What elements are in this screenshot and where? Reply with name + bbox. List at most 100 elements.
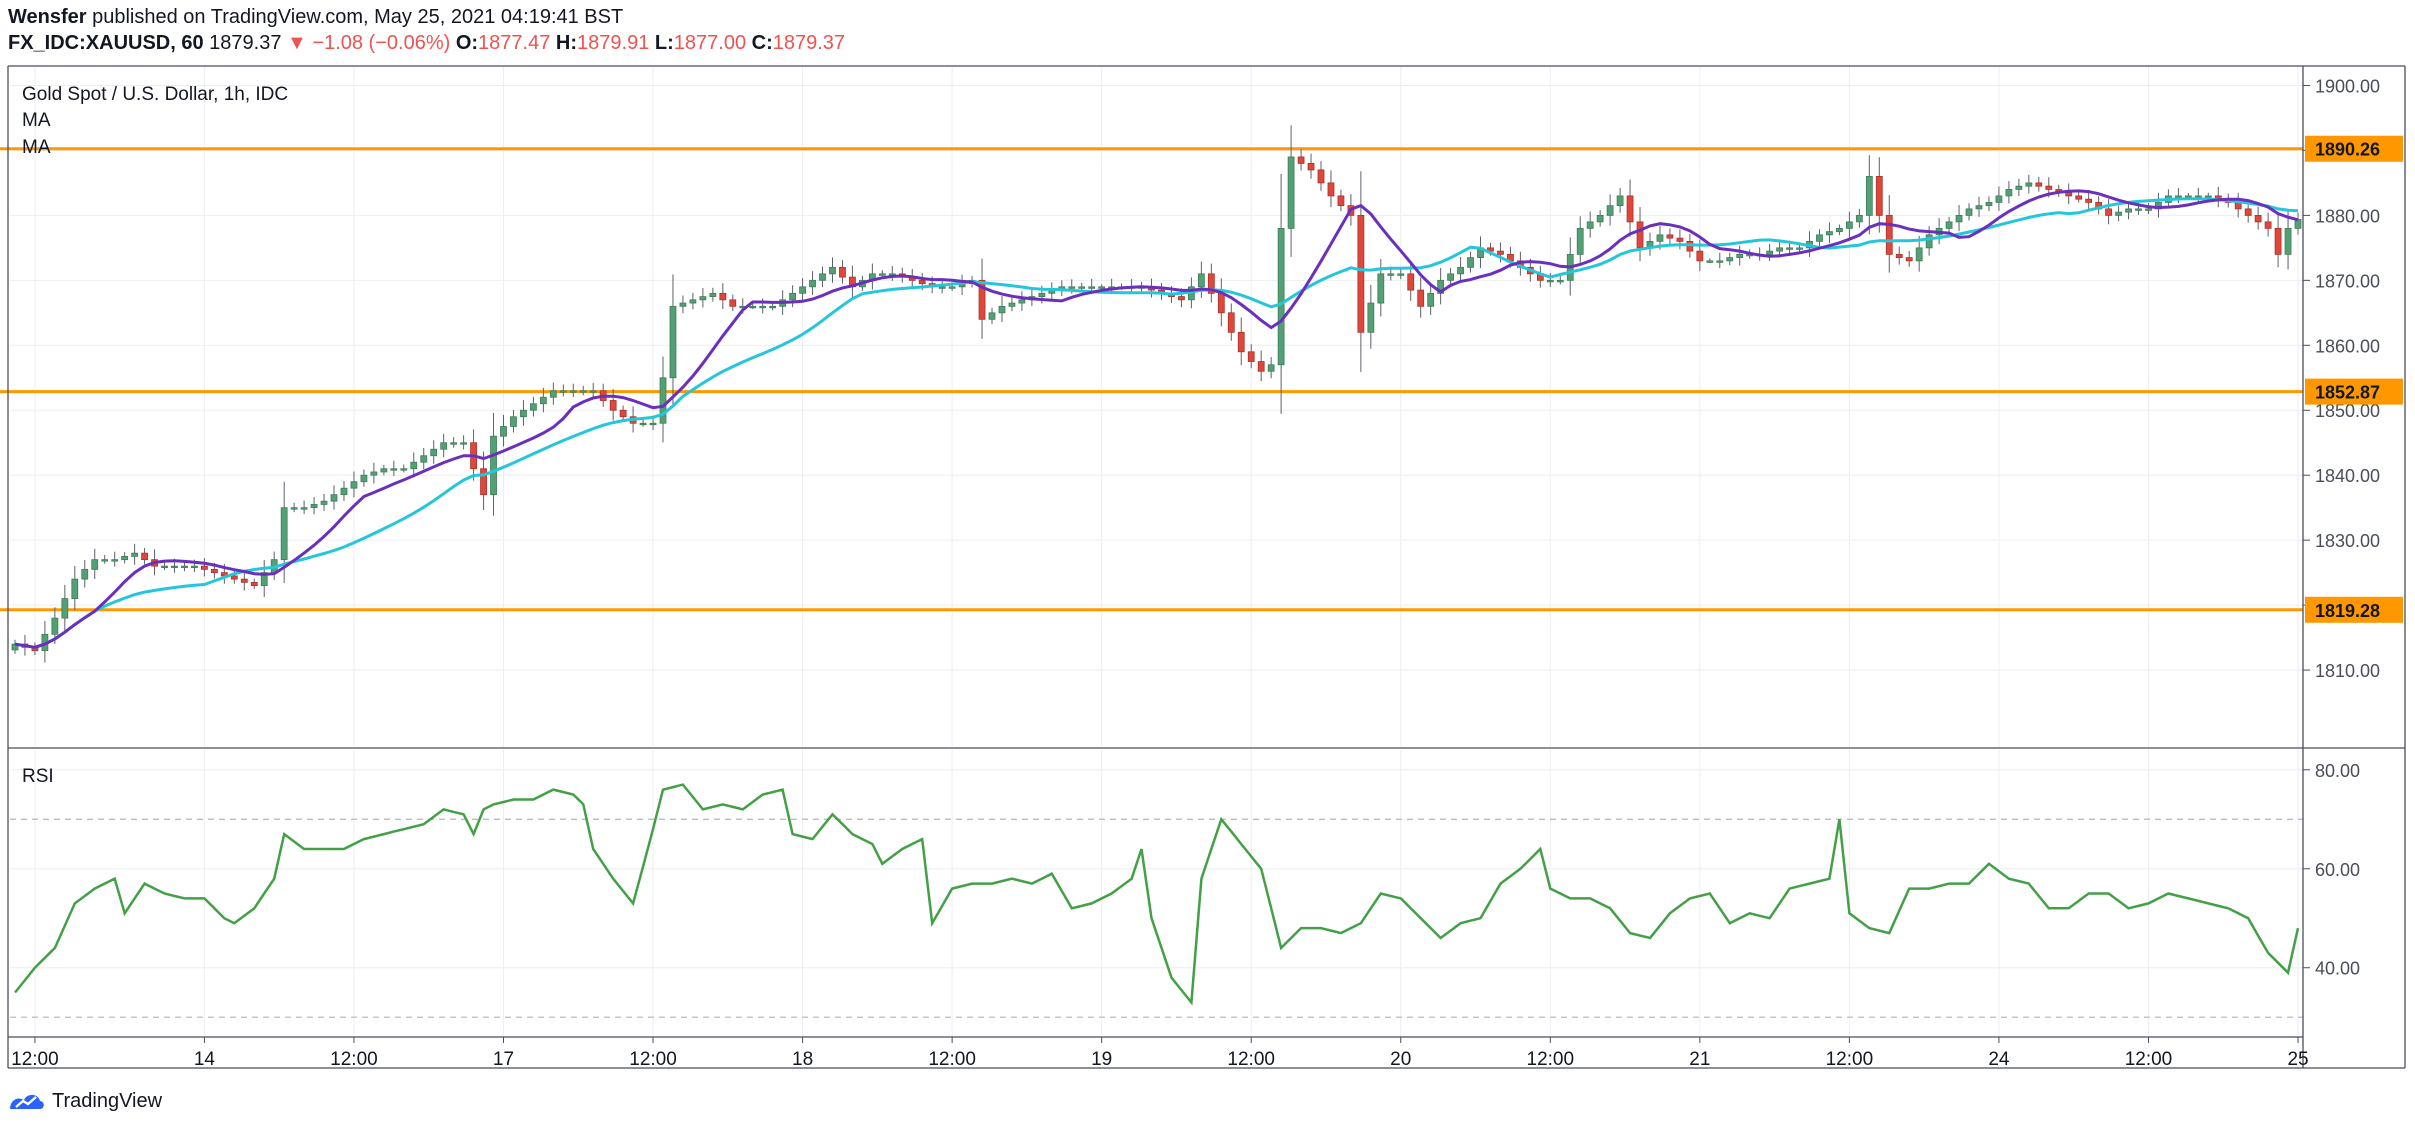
rsi-axis[interactable]: 40.00 60.00 80.00 bbox=[2303, 761, 2360, 979]
candle-down bbox=[1317, 169, 1325, 184]
candles[interactable] bbox=[11, 125, 2302, 663]
legend-ma-1[interactable]: MA bbox=[22, 110, 51, 131]
candle-up bbox=[290, 507, 298, 510]
price-change: −1.08 (−0.06%) bbox=[312, 32, 451, 54]
legend-ma-2[interactable]: MA bbox=[22, 137, 51, 158]
candle-down bbox=[1207, 273, 1215, 294]
candle-down bbox=[2264, 221, 2272, 229]
candle-up bbox=[669, 305, 677, 379]
candle-down bbox=[1905, 257, 1913, 262]
candle-up bbox=[1427, 292, 1435, 307]
candle-down bbox=[240, 578, 248, 583]
candle-down bbox=[1217, 292, 1225, 314]
candle-up bbox=[689, 299, 697, 304]
candle-down bbox=[839, 266, 846, 278]
candle-up bbox=[809, 279, 816, 288]
candle-up bbox=[2135, 208, 2142, 211]
candle-up bbox=[789, 292, 797, 301]
candle-up bbox=[1447, 273, 1454, 281]
close-value: 1879.37 bbox=[772, 32, 846, 54]
candle-up bbox=[410, 461, 418, 470]
candle-up bbox=[161, 565, 168, 569]
open-label: O: bbox=[455, 32, 479, 54]
tradingview-brand[interactable]: TradingView bbox=[8, 1086, 162, 1116]
candle-up bbox=[1925, 234, 1933, 249]
candle-up bbox=[300, 507, 308, 510]
candle-up bbox=[1546, 279, 1554, 283]
candle-up bbox=[1706, 260, 1714, 263]
candle-up bbox=[539, 396, 547, 405]
candle-up bbox=[310, 504, 318, 509]
candle-up bbox=[420, 455, 428, 463]
time-tick-label: 19 bbox=[1091, 1049, 1112, 1070]
candle-up bbox=[2184, 195, 2192, 198]
candle-up bbox=[559, 390, 567, 393]
candle-up bbox=[1018, 299, 1026, 304]
candle-up bbox=[579, 390, 587, 393]
candle-up bbox=[1915, 247, 1923, 262]
candle-up bbox=[938, 286, 946, 289]
candle-up bbox=[709, 292, 717, 297]
candle-up bbox=[569, 390, 577, 393]
candle-up bbox=[520, 409, 527, 418]
candle-up bbox=[101, 559, 109, 562]
candle-down bbox=[2274, 227, 2282, 255]
candle-up bbox=[749, 305, 757, 309]
published-text: published on TradingView.com, May 25, 20… bbox=[92, 6, 624, 28]
price-tick-label: 1880.00 bbox=[2315, 206, 2380, 226]
candle-up bbox=[500, 426, 507, 437]
candle-up bbox=[1267, 364, 1275, 372]
candle-up bbox=[878, 273, 886, 276]
candle-down bbox=[1357, 214, 1365, 333]
author-name[interactable]: Wensfer bbox=[8, 6, 87, 28]
candle-up bbox=[181, 565, 188, 569]
candle-up bbox=[1008, 302, 1016, 307]
candle-up bbox=[1965, 208, 1973, 216]
ma-fast-line bbox=[14, 189, 2299, 649]
rsi-bands bbox=[10, 818, 2303, 1018]
candle-up bbox=[1975, 205, 1983, 210]
level-tag-label: 1890.26 bbox=[2315, 140, 2380, 160]
candle-down bbox=[1178, 296, 1185, 301]
candle-up bbox=[2284, 227, 2292, 255]
time-tick-label: 12:00 bbox=[330, 1049, 378, 1070]
candle-up bbox=[1367, 302, 1375, 333]
candle-down bbox=[609, 400, 617, 411]
candle-down bbox=[2085, 198, 2093, 203]
candle-up bbox=[1736, 253, 1744, 259]
candle-down bbox=[250, 581, 258, 587]
candle-up bbox=[1197, 273, 1205, 288]
candle-down bbox=[1417, 289, 1425, 307]
candle-up bbox=[699, 296, 707, 301]
candle-down bbox=[1327, 182, 1335, 197]
symbol-name: FX_IDC:XAUUSD, 60 bbox=[8, 32, 204, 54]
candle-up bbox=[1467, 257, 1474, 268]
candle-down bbox=[1696, 250, 1704, 262]
candle-up bbox=[380, 468, 388, 473]
candle-up bbox=[2204, 195, 2212, 198]
time-axis[interactable]: 12:00 14 12:00 17 12:00 18 12:00 19 12:00 20 12:00… bbox=[11, 1037, 2309, 1070]
candle-up bbox=[1945, 221, 1953, 229]
candle-up bbox=[260, 572, 268, 587]
candle-down bbox=[2105, 208, 2112, 216]
candle-up bbox=[1377, 273, 1385, 304]
candle-down bbox=[210, 568, 218, 574]
close-label: C: bbox=[751, 32, 773, 54]
candle-up bbox=[2115, 211, 2122, 216]
high-value: 1879.91 bbox=[577, 32, 650, 54]
price-tick-label: 1860.00 bbox=[2315, 336, 2380, 356]
candle-down bbox=[1257, 361, 1265, 372]
candle-up bbox=[111, 559, 119, 562]
candle-down bbox=[1676, 237, 1684, 242]
candle-up bbox=[1865, 176, 1873, 216]
candle-up bbox=[1457, 266, 1464, 275]
chart-canvas[interactable]: 1810.001820.001830.001840.001850.001860.… bbox=[0, 0, 2415, 1080]
time-tick-label: 17 bbox=[493, 1049, 514, 1070]
publish-header: Wensfer published on TradingView.com, Ma… bbox=[0, 0, 2415, 64]
price-level-tags: 1890.26 1852.87 1819.28 bbox=[2305, 135, 2403, 623]
candle-down bbox=[1337, 195, 1345, 207]
candle-up bbox=[1088, 286, 1096, 289]
candle-up bbox=[1606, 205, 1614, 216]
candle-up bbox=[191, 565, 198, 569]
candle-up bbox=[360, 474, 368, 483]
